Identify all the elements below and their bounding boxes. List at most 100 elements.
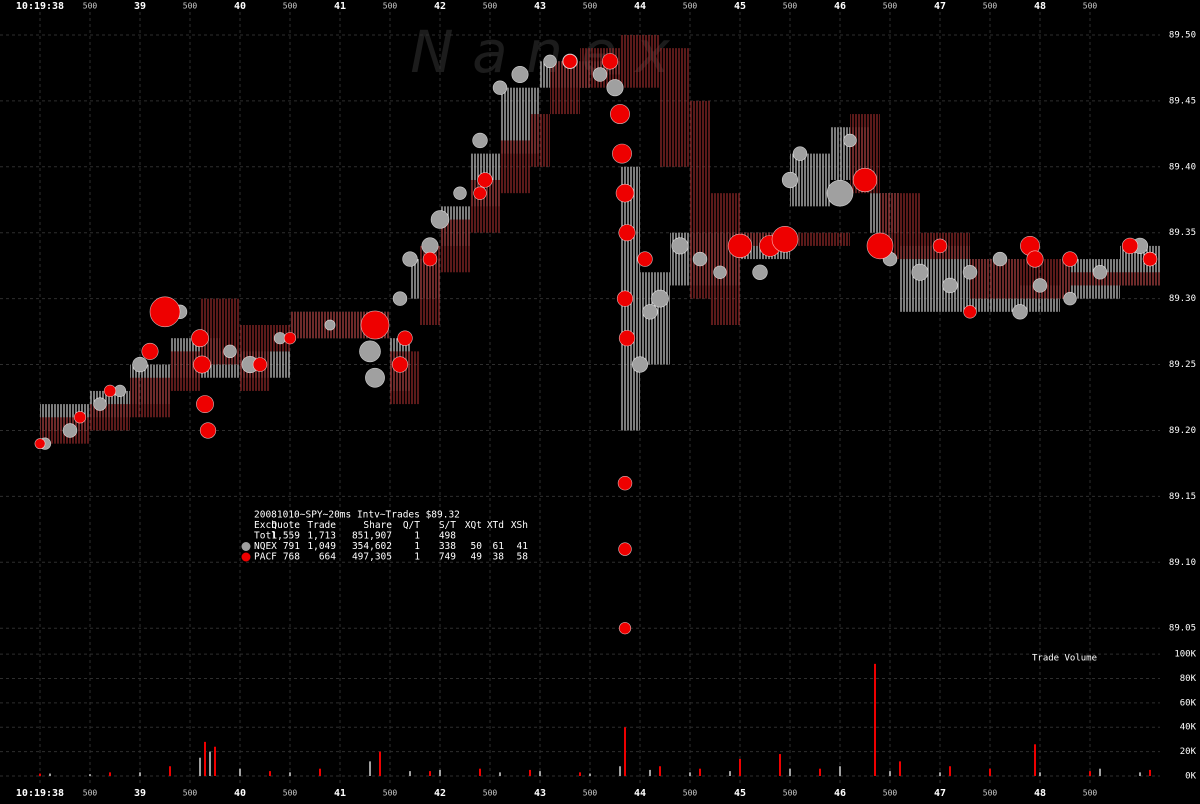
legend-dot xyxy=(241,542,251,551)
y-tick-label: 20K xyxy=(1180,747,1197,757)
trade xyxy=(223,344,237,359)
trade xyxy=(1026,250,1044,268)
trade xyxy=(93,397,107,411)
trade xyxy=(477,172,493,188)
trade xyxy=(615,183,635,203)
stats-cell: 768 xyxy=(283,552,300,563)
x-tick-label-top: 42 xyxy=(434,1,446,12)
stats-header: Trade xyxy=(307,520,336,531)
trade xyxy=(992,251,1008,267)
x-tick-label-top: 48 xyxy=(1034,1,1046,12)
volume-bar xyxy=(289,772,291,776)
trade xyxy=(1063,291,1077,306)
trade xyxy=(932,238,948,254)
volume-bar xyxy=(139,772,141,776)
stats-cell: 41 xyxy=(517,541,529,552)
stats-title: 20081010~SPY~20ms Intv~Trades $89.32 xyxy=(254,510,460,521)
volume-bar xyxy=(1034,744,1036,776)
trade xyxy=(781,171,799,189)
quote-range xyxy=(840,232,850,246)
y-tick-label: 100K xyxy=(1174,650,1196,660)
x-tick-label-top: 43 xyxy=(534,1,546,12)
stats-cell: 61 xyxy=(493,541,505,552)
stats-cell: 58 xyxy=(517,552,529,563)
volume-bar xyxy=(579,772,581,776)
x-tick-label-top: 47 xyxy=(934,1,946,12)
stats-header: Quote xyxy=(271,520,300,531)
volume-bar xyxy=(1089,771,1091,776)
trade xyxy=(34,438,46,450)
trade xyxy=(606,79,624,97)
trade xyxy=(562,54,578,69)
y-tick-label: 89.15 xyxy=(1169,492,1196,502)
x-tick-label-top: 500 xyxy=(683,2,698,11)
volume-bar xyxy=(529,769,531,776)
x-tick-label-top: 39 xyxy=(134,1,146,12)
y-tick-label: 60K xyxy=(1180,698,1197,708)
volume-bar xyxy=(39,773,41,776)
volume-bar xyxy=(949,766,951,776)
trade xyxy=(283,332,297,345)
x-tick-label-top: 41 xyxy=(334,1,346,12)
quote-range xyxy=(1070,272,1160,286)
stats-cell: Totl xyxy=(254,531,277,542)
trade xyxy=(962,265,978,280)
x-tick-label-bottom: 500 xyxy=(883,789,898,798)
quote-range xyxy=(530,114,550,167)
trade xyxy=(359,340,381,363)
volume-bar xyxy=(479,768,481,776)
trade xyxy=(617,475,633,491)
trade xyxy=(472,132,488,149)
trade xyxy=(392,291,408,306)
volume-bar xyxy=(214,746,216,776)
volume-bar xyxy=(109,772,111,776)
stats-cell: 498 xyxy=(439,531,456,542)
trade xyxy=(612,143,632,164)
trade xyxy=(610,104,630,124)
volume-bar xyxy=(499,772,501,776)
trade xyxy=(422,251,438,267)
quote-range xyxy=(130,377,170,418)
volume-bar xyxy=(239,768,241,776)
y-tick-label: 89.35 xyxy=(1169,228,1196,238)
stats-cell: 49 xyxy=(471,552,483,563)
volume-bar xyxy=(659,766,661,776)
trade xyxy=(631,356,649,373)
x-tick-label-top: 10:19:38 xyxy=(16,1,64,12)
stats-cell: 38 xyxy=(493,552,505,563)
trade xyxy=(642,304,658,320)
volume-bar xyxy=(269,771,271,776)
volume-bar xyxy=(779,754,781,776)
trade xyxy=(191,329,209,348)
stats-cell: 338 xyxy=(439,541,456,552)
legend-dot xyxy=(241,552,251,562)
x-tick-label-bottom: 500 xyxy=(683,789,698,798)
x-tick-label-bottom: 45 xyxy=(734,788,746,799)
quote-range xyxy=(710,193,740,325)
x-tick-label-bottom: 500 xyxy=(183,789,198,798)
volume-bar xyxy=(169,766,171,776)
y-tick-label: 80K xyxy=(1180,674,1197,684)
volume-title: Trade Volume xyxy=(1032,654,1097,664)
x-tick-label-top: 500 xyxy=(883,2,898,11)
volume-bar xyxy=(689,772,691,776)
stats-cell: 1 xyxy=(414,531,420,542)
volume-bar xyxy=(1149,769,1151,776)
stats-cell: 1,559 xyxy=(271,531,300,542)
volume-bar xyxy=(429,771,431,776)
x-tick-label-top: 500 xyxy=(1083,2,1098,11)
stats-cell: PACF xyxy=(254,552,277,563)
y-tick-label: 89.05 xyxy=(1169,624,1196,634)
stats-header: XTd xyxy=(487,520,504,531)
y-tick-label: 89.10 xyxy=(1169,558,1196,568)
trade xyxy=(852,167,878,193)
volume-bar xyxy=(1099,768,1101,776)
x-tick-label-bottom: 48 xyxy=(1034,788,1046,799)
trade xyxy=(132,356,148,373)
volume-bar xyxy=(589,773,591,776)
x-tick-label-top: 500 xyxy=(283,2,298,11)
volume-bar xyxy=(839,766,841,776)
x-tick-label-bottom: 500 xyxy=(1083,789,1098,798)
trade xyxy=(421,237,439,255)
